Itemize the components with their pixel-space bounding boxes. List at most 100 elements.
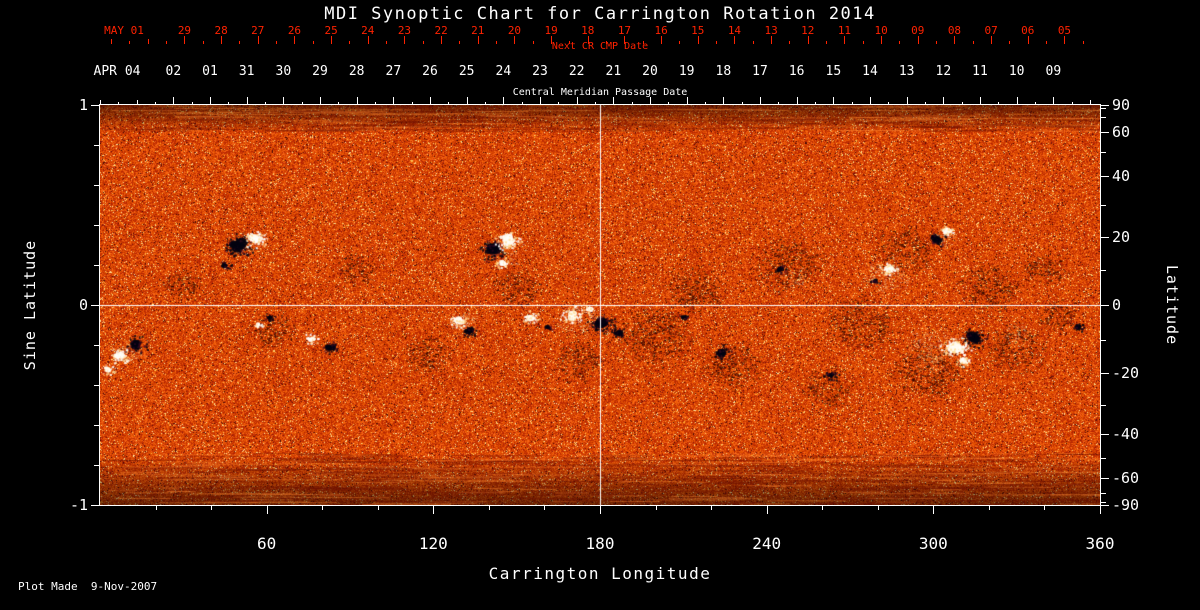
cmp-day-label: 13 (898, 64, 915, 79)
latitude-axis-tick (1101, 505, 1109, 506)
longitude-tick-label: 300 (918, 534, 948, 553)
sine-latitude-axis-tick (91, 105, 99, 106)
red-day-label: 08 (947, 24, 962, 37)
red-day-label: 22 (434, 24, 448, 37)
red-day-label: 26 (287, 24, 302, 37)
longitude-axis-minor-tick (1044, 506, 1046, 510)
latitude-tick-label: -40 (1112, 424, 1140, 443)
latitude-axis-minor-tick (1101, 501, 1106, 503)
sine-latitude-axis-tick (91, 505, 99, 506)
red-day-label: 15 (691, 24, 705, 37)
longitude-axis-minor-tick (322, 506, 324, 510)
longitude-axis-minor-tick (822, 506, 824, 510)
cmp-day-label: 22 (568, 64, 585, 79)
cmp-day-label: 15 (825, 64, 842, 79)
latitude-tick-label: 0 (1112, 296, 1122, 314)
red-day-label: 12 (801, 24, 815, 37)
red-day-label: 14 (727, 24, 742, 37)
longitude-axis-minor-tick (377, 506, 379, 510)
longitude-axis-tick (266, 506, 268, 514)
longitude-axis-tick (766, 506, 768, 514)
longitude-axis-minor-tick (711, 506, 713, 510)
red-day-label: 20 (507, 24, 522, 37)
cmp-day-label: 30 (275, 64, 292, 79)
longitude-axis-tick (1100, 506, 1101, 514)
sine-latitude-axis-tick (91, 305, 99, 306)
red-day-label: 10 (874, 24, 888, 37)
cmp-day-label: 23 (532, 64, 548, 79)
plot-made-timestamp: Plot Made 9-Nov-2007 (18, 580, 158, 593)
latitude-tick-label: 60 (1112, 122, 1131, 141)
cmp-day-label: 24 (495, 64, 512, 79)
latitude-axis-minor-tick (1101, 108, 1106, 110)
central-meridian-passage-date-axis-title: Central Meridian Passage Date (512, 87, 688, 98)
latitude-tick-label: 90 (1112, 96, 1131, 114)
latitude-axis-minor-tick (1101, 405, 1106, 406)
cmp-day-label: 26 (422, 64, 438, 79)
longitude-axis-minor-tick (655, 506, 657, 510)
latitude-axis-tick (1101, 433, 1109, 435)
longitude-axis-minor-tick (211, 506, 213, 510)
latitude-axis-minor-tick (1101, 205, 1106, 206)
latitude-tick-label: -60 (1112, 469, 1140, 488)
red-day-label: 21 (471, 24, 485, 37)
longitude-tick-label: 60 (257, 534, 277, 553)
latitude-axis-tick (1101, 131, 1109, 133)
cmp-day-label: 09 (1045, 64, 1062, 79)
longitude-axis-minor-tick (488, 506, 490, 510)
sine-latitude-tick-label: -1 (69, 496, 88, 514)
longitude-axis-minor-tick (988, 506, 990, 510)
red-day-label: 28 (214, 24, 228, 37)
cmp-day-label: 16 (788, 64, 805, 79)
cmp-day-label: 31 (238, 64, 255, 79)
red-day-label: 09 (911, 24, 925, 37)
longitude-axis-minor-tick (155, 506, 157, 510)
magnetogram-image (100, 105, 1100, 505)
latitude-axis-minor-tick (1101, 117, 1106, 119)
latitude-tick-label: -90 (1112, 496, 1140, 514)
red-day-label: 11 (837, 24, 852, 37)
latitude-axis-tick (1101, 373, 1109, 375)
next-cr-month-label: MAY 01 (104, 24, 144, 37)
latitude-axis-tick (1101, 305, 1109, 306)
red-day-label: 29 (177, 24, 192, 37)
cmp-day-label: 29 (312, 64, 328, 79)
cmp-day-label: 20 (642, 64, 658, 79)
cmp-day-label: 17 (752, 64, 768, 79)
sine-latitude-axis-title: Sine Latitude (21, 239, 39, 371)
red-day-label: 07 (984, 24, 998, 37)
longitude-tick-label: 240 (752, 534, 782, 553)
red-day-label: 19 (544, 24, 558, 37)
red-day-label: 27 (251, 24, 265, 37)
sine-latitude-tick-label: 0 (78, 296, 88, 314)
latitude-axis-minor-tick (1101, 458, 1106, 460)
longitude-tick-label: 360 (1085, 534, 1115, 553)
latitude-tick-label: -20 (1112, 364, 1140, 383)
cmp-day-label: 28 (348, 64, 365, 79)
cmp-day-label: 10 (1008, 64, 1025, 79)
cmp-month-label: APR 04 (93, 64, 141, 79)
next-cr-cmp-date-axis-title: Next CR CMP Date (551, 41, 649, 52)
cmp-day-label: 27 (385, 64, 402, 79)
red-day-label: 24 (361, 24, 375, 37)
latitude-axis-tick (1101, 176, 1109, 178)
cmp-day-label: 14 (862, 64, 878, 79)
cmp-day-label: 18 (715, 64, 732, 79)
cmp-day-label: 21 (605, 64, 622, 79)
red-day-label: 25 (324, 24, 338, 37)
chart-title: MDI Synoptic Chart for Carrington Rotati… (324, 4, 876, 24)
latitude-axis-tick (1101, 478, 1109, 480)
longitude-tick-label: 120 (418, 534, 448, 553)
latitude-axis-tick (1101, 105, 1109, 106)
longitude-axis-tick (600, 506, 601, 514)
cmp-day-label: 11 (972, 64, 988, 79)
latitude-axis-title: Latitude (1163, 264, 1181, 346)
sine-latitude-tick-label: 1 (78, 96, 88, 114)
red-day-label: 16 (654, 24, 668, 37)
cmp-day-label: 02 (165, 64, 182, 79)
latitude-axis-minor-tick (1101, 492, 1106, 494)
red-day-label: 18 (581, 24, 595, 37)
red-day-label: 23 (397, 24, 412, 37)
red-day-label: 06 (1021, 24, 1035, 37)
latitude-tick-label: 20 (1112, 227, 1131, 246)
